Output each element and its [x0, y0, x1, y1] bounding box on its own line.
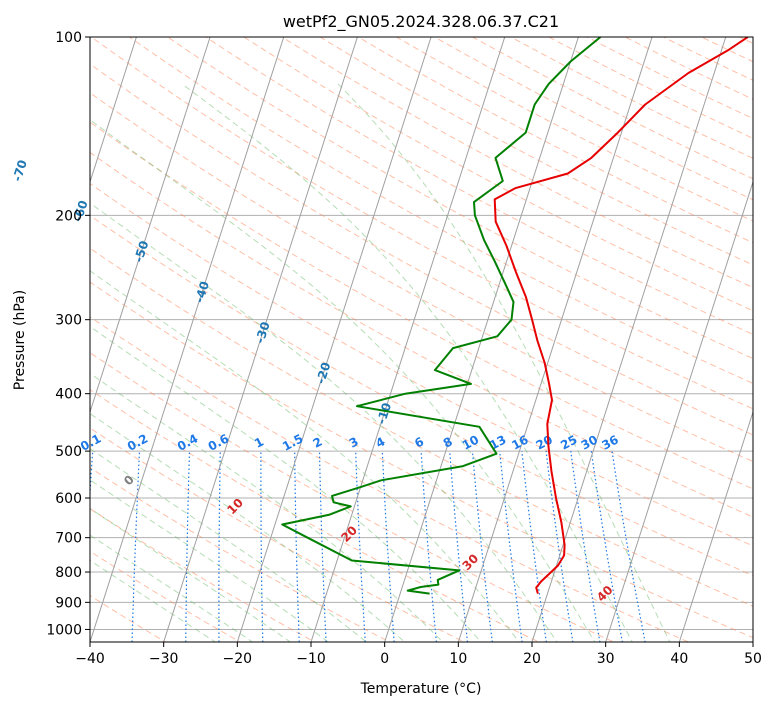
- dry-adiabat-line: [261, 24, 775, 654]
- y-tick-label: 100: [55, 30, 82, 46]
- x-tick-label: 20: [523, 651, 541, 667]
- x-tick-label: 0: [380, 651, 389, 667]
- dry-adiabat-line: [675, 24, 775, 654]
- isotherm-label: -30: [253, 320, 273, 345]
- mixing-ratio-line: [522, 451, 548, 654]
- y-tick-label: 600: [55, 491, 82, 507]
- mixing-ratio-label: 8: [441, 434, 455, 450]
- x-axis-label: Temperature (°C): [360, 681, 482, 697]
- mixing-ratio-label: 2: [311, 434, 325, 450]
- pressure-gridlines: [90, 37, 753, 629]
- isotherm-label: -20: [313, 361, 333, 386]
- x-tick-label: −10: [296, 651, 326, 667]
- y-tick-label: 900: [55, 595, 82, 611]
- dry-adiabat-line: [374, 24, 775, 654]
- moist-adiabat-line: [0, 84, 565, 654]
- mixing-ratio-label: 3: [347, 434, 361, 450]
- mixing-ratio-label: 0.2: [125, 431, 150, 453]
- dewpoint-trace: [282, 37, 600, 594]
- mixing-ratio-line: [500, 451, 524, 654]
- mixing-ratio-line: [571, 451, 602, 654]
- dry-adiabat-line: [750, 24, 775, 654]
- isotherm-line: [311, 37, 505, 642]
- x-tick-label: 40: [670, 651, 688, 667]
- x-tick-label: 10: [449, 651, 467, 667]
- isotherm-label: -70: [10, 158, 30, 183]
- mixing-ratio-line: [81, 451, 93, 654]
- mixing-ratio-label: 1: [252, 434, 266, 450]
- x-axis: −40 −30 −20 −10 0 10 20 30 40 50: [75, 642, 762, 667]
- dry-adiabat-line: [712, 24, 775, 654]
- mixing-ratio-label: 6: [412, 434, 426, 450]
- isotherm-line: [753, 37, 775, 642]
- y-axis: 100 200 300 400 500 600 700 800 900 1000: [46, 30, 90, 638]
- y-axis-label: Pressure (hPa): [12, 290, 28, 390]
- dry-adiabat-line: [0, 24, 261, 654]
- y-tick-label: 200: [55, 208, 82, 224]
- mixing-ratio-label: 1.5: [280, 431, 305, 453]
- chart-title: wetPf2_GN05.2024.328.06.37.C21: [283, 12, 559, 32]
- isotherms: [0, 37, 775, 642]
- x-tick-label: −30: [149, 651, 179, 667]
- mixing-ratio-lines: [81, 451, 647, 654]
- mixing-ratio-line: [472, 451, 493, 654]
- dry-adiabat-line: [186, 24, 775, 654]
- x-tick-label: −40: [75, 651, 105, 667]
- mixing-ratio-label: 10: [460, 432, 481, 452]
- mixing-ratio-label: 16: [509, 432, 530, 452]
- dry-adiabat-label: 0: [121, 472, 137, 488]
- mixing-ratio-label: 4: [373, 434, 387, 450]
- isotherm-line: [606, 37, 775, 642]
- mixing-ratio-line: [612, 451, 648, 654]
- mixing-ratio-label: 0.6: [206, 431, 231, 453]
- mixing-ratio-label: 20: [534, 432, 555, 452]
- mixing-ratio-label: 30: [579, 432, 600, 452]
- y-tick-label: 400: [55, 387, 82, 403]
- mixing-ratio-line: [219, 451, 220, 654]
- y-tick-label: 300: [55, 313, 82, 329]
- y-tick-label: 800: [55, 565, 82, 581]
- dry-adiabat-line: [0, 24, 488, 654]
- moist-adiabat-line: [182, 84, 639, 654]
- mixing-ratio-label: 0.4: [175, 431, 200, 453]
- sounding-traces: [282, 37, 748, 594]
- x-tick-label: 30: [597, 651, 615, 667]
- mixing-ratio-line: [591, 451, 624, 654]
- mixing-ratio-line: [450, 451, 469, 654]
- dry-adiabat-line: [149, 24, 775, 654]
- isotherm-line: [16, 37, 210, 642]
- x-tick-label: 50: [744, 651, 762, 667]
- isotherm-line: [0, 37, 63, 642]
- y-tick-label: 700: [55, 531, 82, 547]
- y-tick-label: 1000: [46, 622, 82, 638]
- moist-adiabat-line: [0, 84, 234, 654]
- isotherm-label: -40: [192, 280, 212, 305]
- mixing-ratio-label: 36: [599, 432, 620, 452]
- dry-adiabat-label: 20: [338, 523, 360, 545]
- y-tick-label: 500: [55, 444, 82, 460]
- dry-adiabat-line: [0, 24, 715, 654]
- mixing-ratio-line: [261, 451, 263, 654]
- dry-adiabat-label: 30: [460, 551, 482, 573]
- isotherm-label: -10: [374, 401, 394, 426]
- isotherm-line: [679, 37, 775, 642]
- plot-frame: [90, 37, 753, 642]
- x-tick-label: −20: [223, 651, 253, 667]
- mixing-ratio-line: [320, 451, 327, 654]
- isotherm-label: -50: [131, 239, 151, 264]
